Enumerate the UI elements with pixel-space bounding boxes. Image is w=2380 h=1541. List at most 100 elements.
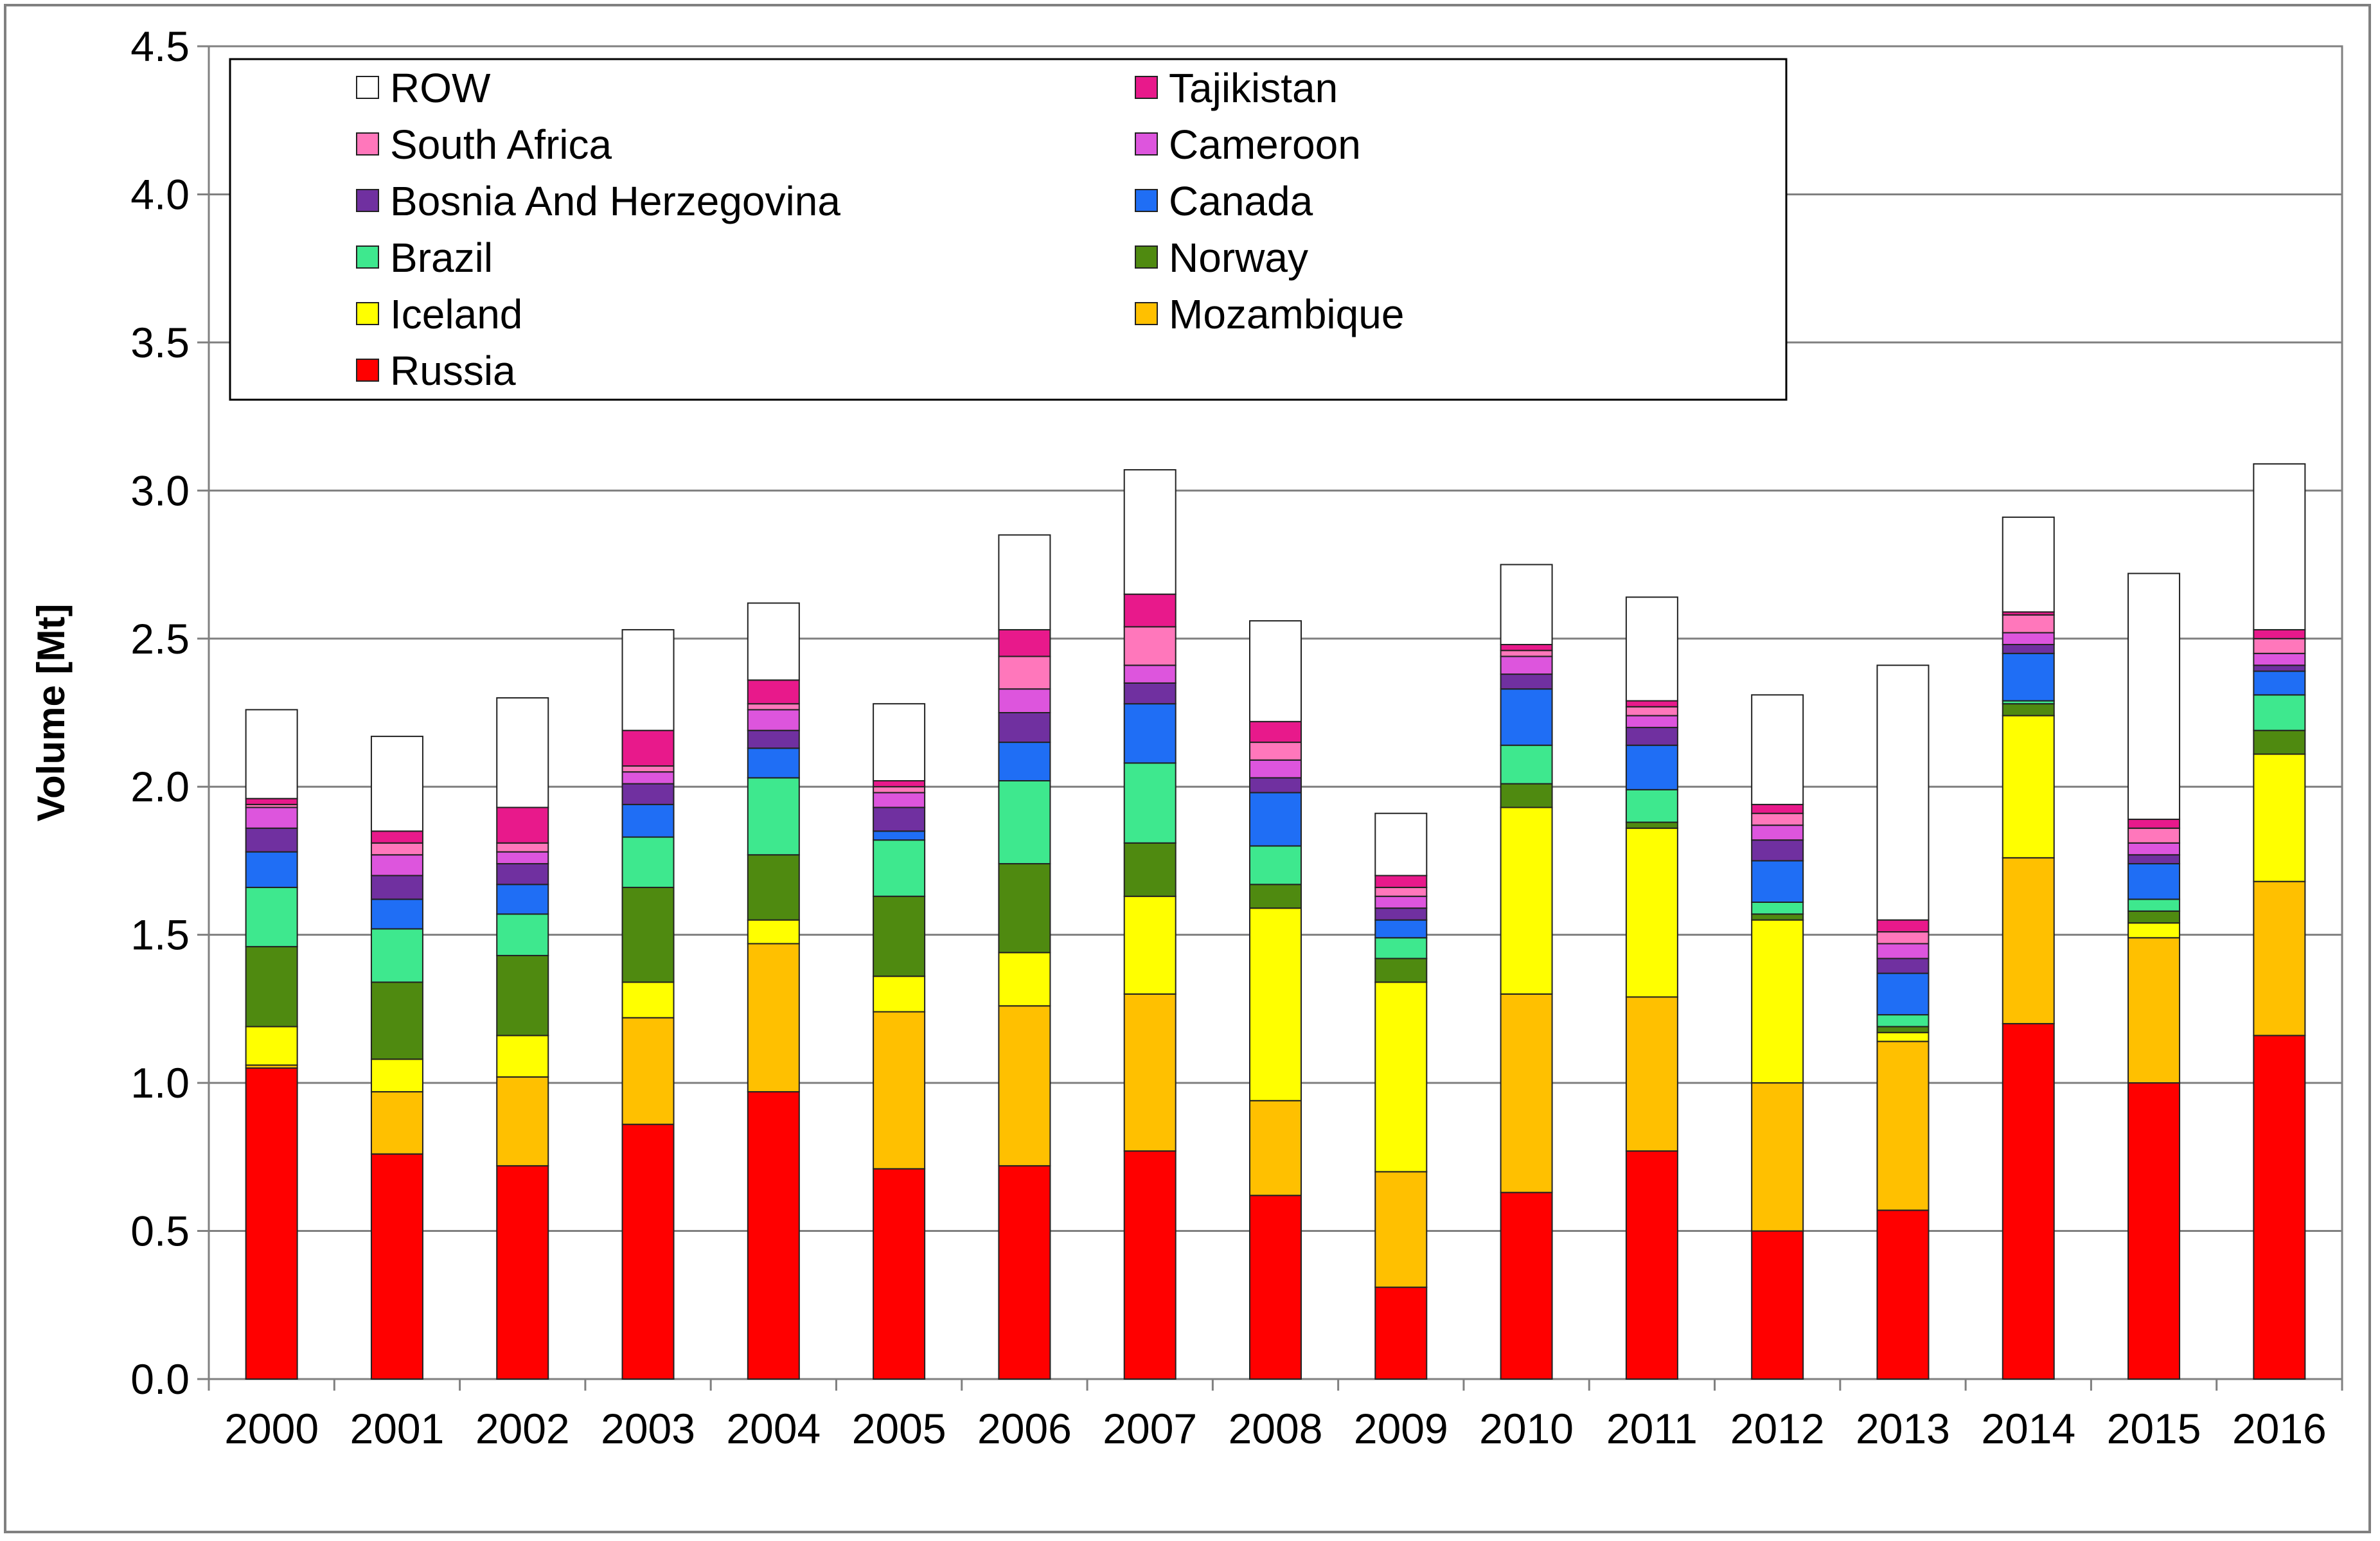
bar-segment bbox=[2253, 652, 2306, 666]
legend-label: Tajikistan bbox=[1169, 65, 1338, 111]
bar-segment bbox=[1374, 886, 1428, 897]
y-tick-label: 4.5 bbox=[130, 22, 190, 70]
bar-segment bbox=[2002, 643, 2055, 654]
bar-segment bbox=[1249, 777, 1302, 794]
bar-segment bbox=[1876, 958, 1930, 974]
bar-segment bbox=[2127, 573, 2181, 820]
bar-segment bbox=[370, 830, 423, 844]
y-tick-label: 0.0 bbox=[130, 1355, 190, 1403]
bar-segment bbox=[873, 703, 926, 782]
bar-segment bbox=[747, 919, 800, 945]
bar-segment bbox=[621, 729, 675, 767]
bar-segment bbox=[2127, 910, 2181, 924]
bar-segment bbox=[747, 777, 800, 856]
bar-segment bbox=[1249, 1100, 1302, 1197]
bar-segment bbox=[370, 1091, 423, 1155]
legend-label: Russia bbox=[390, 348, 516, 394]
bar-segment bbox=[2253, 463, 2306, 630]
bar-segment bbox=[998, 1005, 1051, 1167]
x-tick-label: 2002 bbox=[475, 1405, 570, 1452]
bar-segment bbox=[1249, 759, 1302, 779]
bar-segment bbox=[998, 1165, 1051, 1380]
bar-segment bbox=[998, 712, 1051, 744]
bar-segment bbox=[1500, 564, 1553, 645]
bar-segment bbox=[2002, 516, 2055, 613]
bar-segment bbox=[1249, 742, 1302, 761]
bar-segment bbox=[998, 863, 1051, 954]
bar-segment bbox=[747, 703, 800, 711]
bar-segment bbox=[2002, 715, 2055, 859]
y-axis-title: Volume [Mt] bbox=[30, 604, 73, 822]
bar-segment bbox=[1751, 860, 1804, 903]
bar-segment bbox=[1751, 824, 1804, 841]
bar-segment bbox=[747, 854, 800, 921]
bar-segment bbox=[245, 851, 298, 888]
bar-segment bbox=[1123, 762, 1177, 844]
bar-segment bbox=[1249, 1195, 1302, 1380]
bar-segment bbox=[1625, 727, 1678, 746]
x-tick-label: 2013 bbox=[1856, 1405, 1950, 1452]
bar-segment bbox=[245, 827, 298, 853]
bar-segment bbox=[873, 1168, 926, 1380]
bar-segment bbox=[1751, 694, 1804, 805]
bar-segment bbox=[2127, 937, 2181, 1084]
y-tick-label: 4.0 bbox=[130, 170, 190, 218]
bar-segment bbox=[1500, 1191, 1553, 1380]
bar-segment bbox=[245, 1067, 298, 1380]
bar-segment bbox=[1876, 1014, 1930, 1028]
bar-segment bbox=[1123, 1150, 1177, 1380]
bar-segment bbox=[1876, 1026, 1930, 1033]
bar-segment bbox=[873, 786, 926, 794]
bar-segment bbox=[998, 780, 1051, 865]
bar-segment bbox=[245, 806, 298, 829]
x-tick-label: 2007 bbox=[1103, 1405, 1197, 1452]
bar-segment bbox=[1625, 996, 1678, 1152]
bar-segment bbox=[1751, 1082, 1804, 1232]
y-tick-label: 2.0 bbox=[130, 763, 190, 810]
bar-segment bbox=[1123, 664, 1177, 684]
bar-segment bbox=[1500, 806, 1553, 995]
legend-label: Cameroon bbox=[1169, 121, 1361, 168]
bar-segment bbox=[747, 747, 800, 779]
bar-segment bbox=[2253, 637, 2306, 654]
bar-segment bbox=[621, 771, 675, 785]
y-tick-label: 3.5 bbox=[130, 319, 190, 366]
bar-segment bbox=[873, 839, 926, 897]
x-tick-label: 2000 bbox=[224, 1405, 319, 1452]
bar-segment bbox=[2253, 880, 2306, 1037]
bar-segment bbox=[2253, 628, 2306, 639]
bar-segment bbox=[1625, 596, 1678, 702]
bar-segment bbox=[2127, 827, 2181, 844]
bar-segment bbox=[747, 602, 800, 681]
bar-segment bbox=[370, 854, 423, 877]
bar-segment bbox=[998, 952, 1051, 1007]
bar-segment bbox=[873, 806, 926, 832]
bar-segment bbox=[873, 895, 926, 977]
bar-segment bbox=[2253, 670, 2306, 696]
bar-segment bbox=[1625, 821, 1678, 829]
bar-segment bbox=[621, 803, 675, 838]
bar-segment bbox=[1500, 688, 1553, 746]
bar-segment bbox=[1374, 937, 1428, 959]
bar-segment bbox=[496, 1076, 549, 1167]
bar-segment bbox=[370, 842, 423, 856]
bar-segment bbox=[1500, 643, 1553, 652]
bar-segment bbox=[370, 1153, 423, 1380]
x-tick-label: 2008 bbox=[1229, 1405, 1323, 1452]
bar-segment bbox=[496, 913, 549, 956]
legend-label: South Africa bbox=[390, 121, 612, 168]
legend-swatch bbox=[1135, 76, 1158, 99]
bar-segment bbox=[1625, 700, 1678, 708]
legend-swatch bbox=[1135, 132, 1158, 156]
x-tick-label: 2001 bbox=[350, 1405, 445, 1452]
bar-segment bbox=[1625, 788, 1678, 823]
bar-segment bbox=[1374, 907, 1428, 921]
bar-segment bbox=[2253, 729, 2306, 755]
legend-swatch bbox=[356, 76, 379, 99]
legend-swatch bbox=[356, 189, 379, 212]
bar-segment bbox=[2253, 694, 2306, 731]
bar-segment bbox=[998, 742, 1051, 782]
legend-box bbox=[229, 58, 1788, 401]
bar-segment bbox=[621, 981, 675, 1019]
